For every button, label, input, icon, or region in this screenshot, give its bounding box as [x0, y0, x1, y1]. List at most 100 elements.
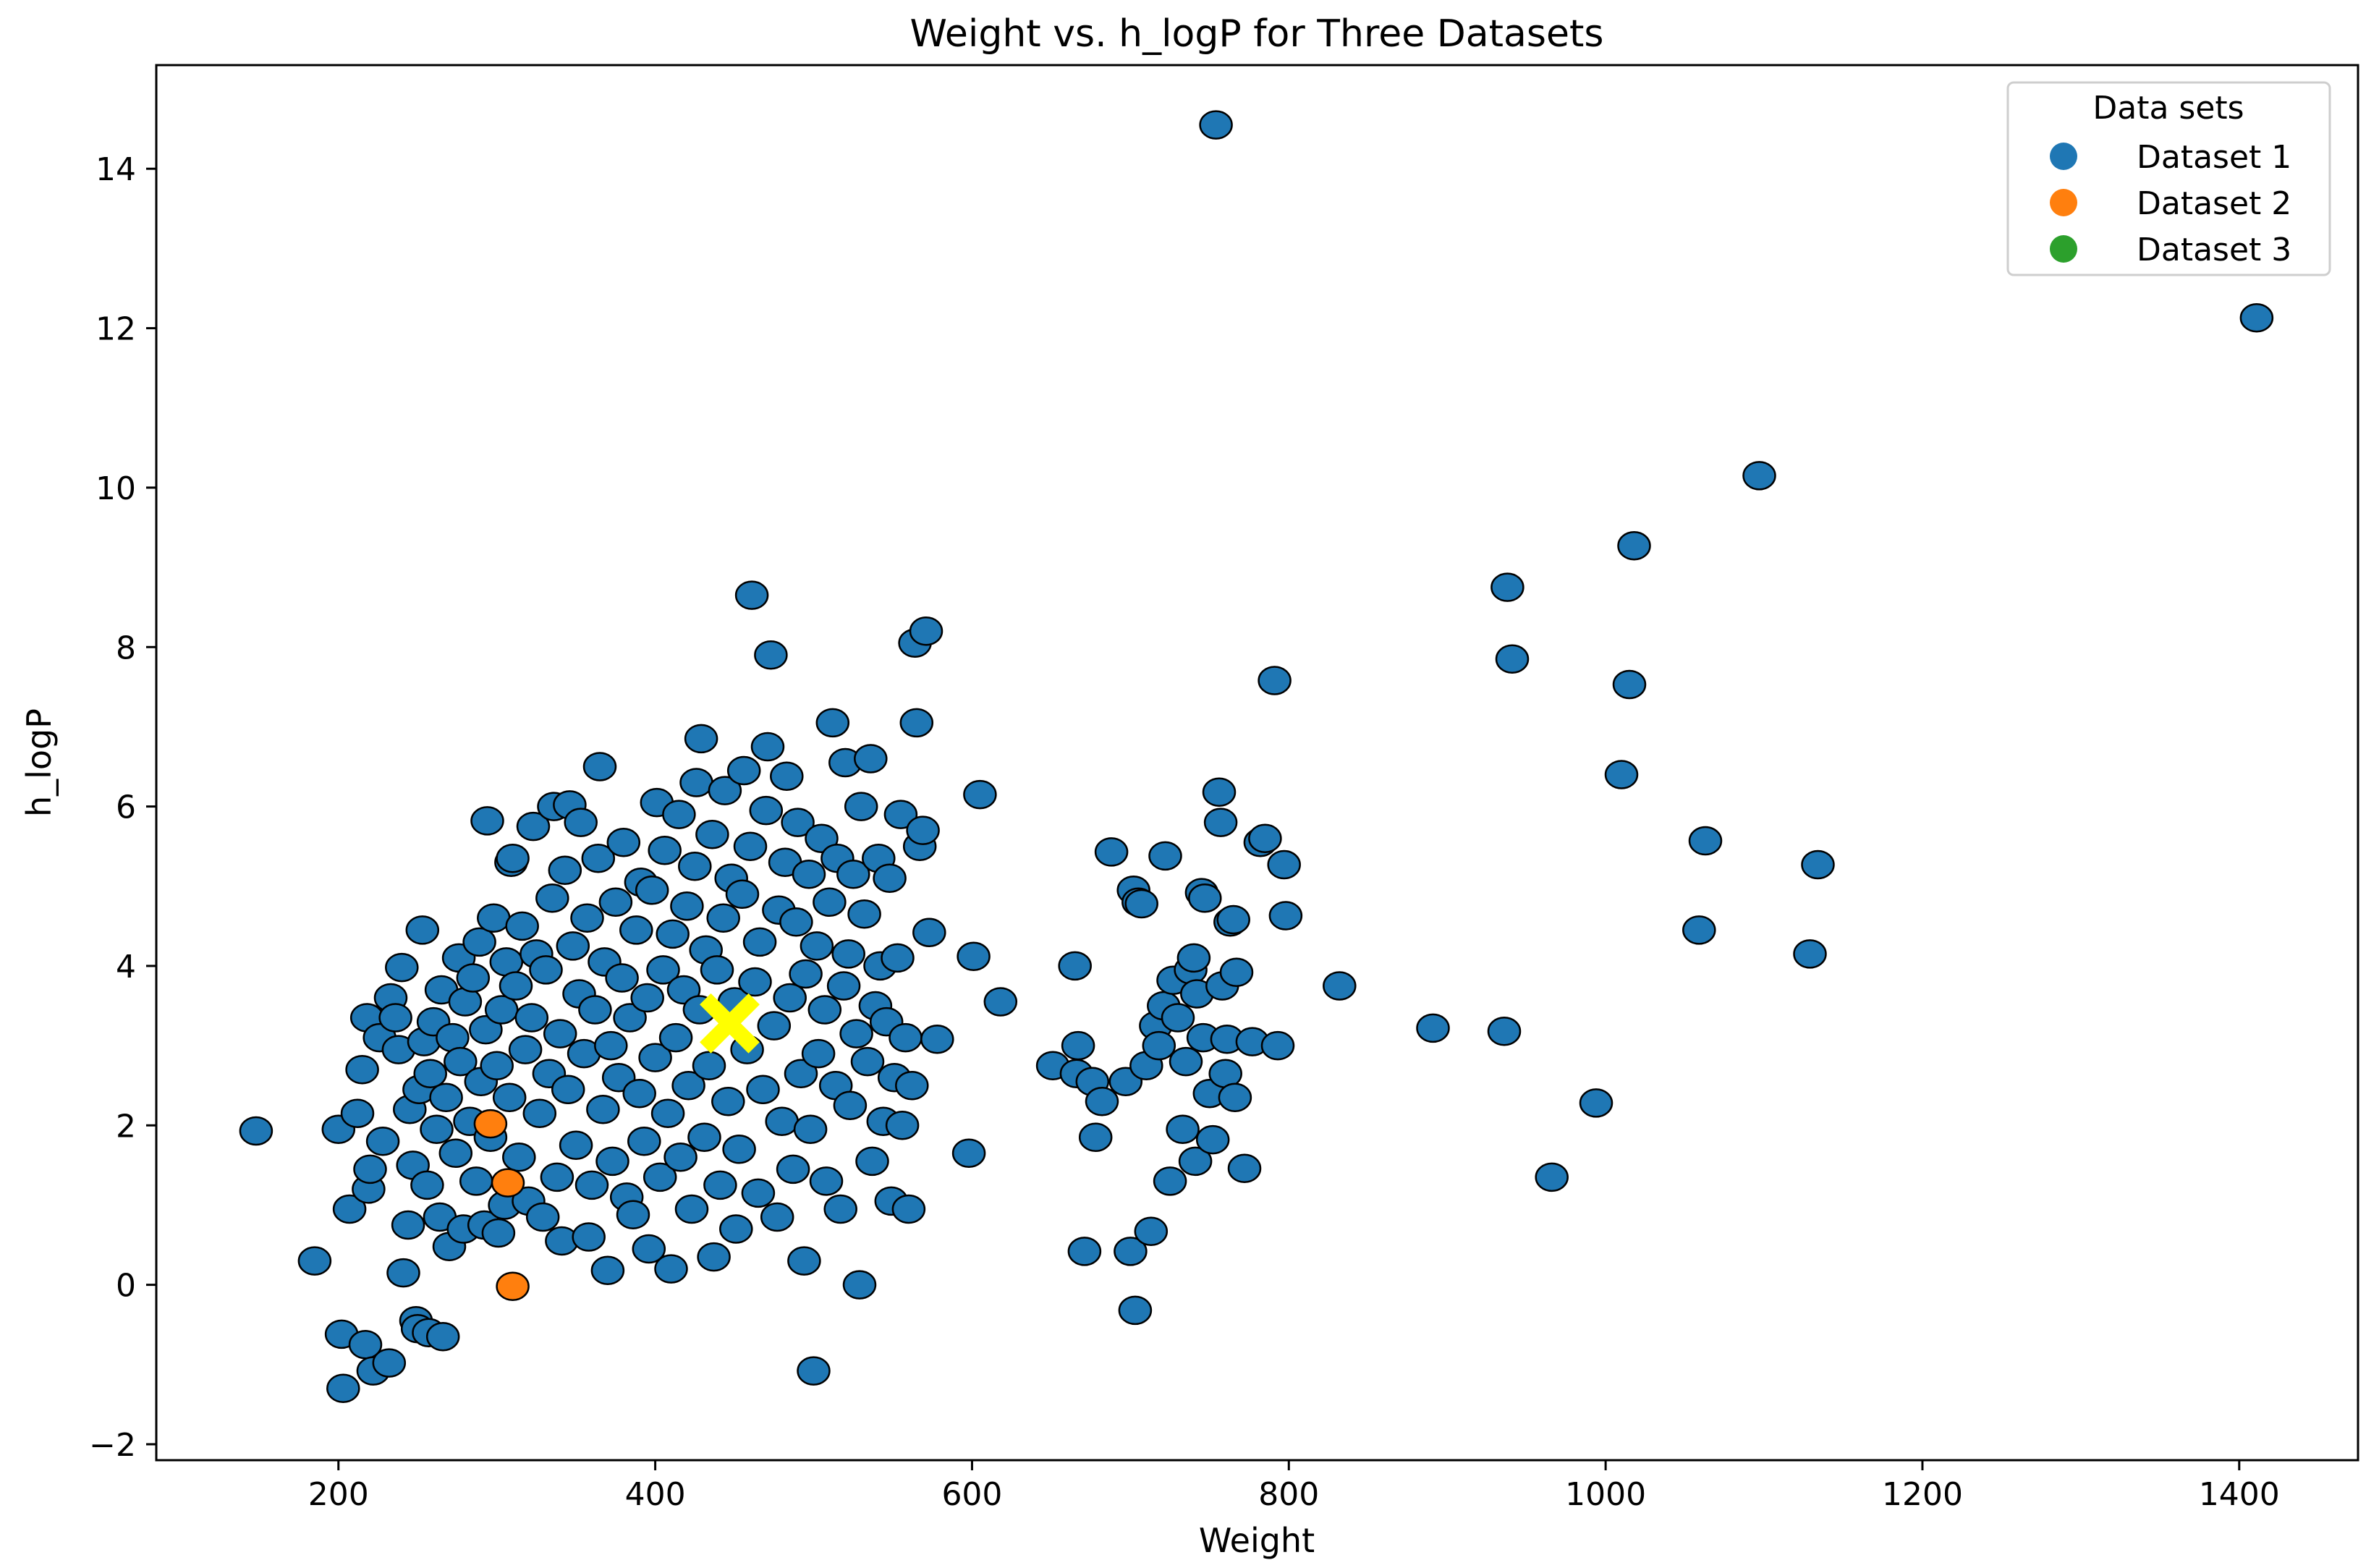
highlight-x-marker: [700, 993, 760, 1054]
series-1-point-51: [469, 1014, 503, 1045]
series-1-point-228: [1085, 1086, 1119, 1116]
series-1-point-89: [572, 1222, 606, 1252]
series-1-point-63: [499, 971, 533, 1001]
series-1-point-66: [508, 1035, 543, 1064]
series-1-point-194: [854, 744, 888, 774]
series-1-point-31: [413, 1059, 447, 1088]
series-1-point-17: [378, 1003, 412, 1033]
series-1-point-222: [1058, 951, 1092, 981]
series-1-point-289: [2239, 302, 2274, 333]
series-1-point-4: [326, 1373, 360, 1404]
y-tick-label: 2: [116, 1108, 136, 1145]
series-1-point-71: [522, 1098, 557, 1129]
series-1-point-249: [1178, 1146, 1213, 1177]
series-1-point-189: [839, 1019, 873, 1048]
series-1-point-277: [1490, 572, 1524, 602]
series-1-point-11: [353, 1154, 387, 1185]
series-1-point-93: [582, 752, 617, 781]
chart-title: Weight vs. h_logP for Three Datasets: [910, 12, 1604, 56]
series-1-point-245: [1166, 1114, 1200, 1145]
series-1-point-253: [1188, 883, 1222, 913]
series-1-point-235: [1124, 889, 1158, 919]
series-1-point-15: [372, 1348, 407, 1378]
series-1-point-275: [1416, 1013, 1450, 1043]
series-1-point-94: [586, 1094, 620, 1124]
series-1-point-191: [844, 792, 878, 821]
series-1-point-224: [1061, 1030, 1095, 1061]
series-1-point-19: [385, 952, 419, 983]
x-tick-label: 1200: [1882, 1476, 1963, 1513]
series-1-point-0: [239, 1116, 273, 1146]
series-1-point-52: [470, 806, 504, 836]
series-1-point-263: [1216, 904, 1250, 935]
series-1-point-131: [684, 724, 718, 754]
series-1-point-123: [663, 1143, 697, 1172]
series-1-point-68: [514, 1003, 549, 1033]
series-1-point-132: [687, 1122, 721, 1153]
series-1-point-111: [632, 1234, 666, 1264]
series-1-point-47: [459, 1166, 493, 1196]
series-1-point-282: [1612, 669, 1647, 700]
series-1-point-86: [564, 808, 598, 837]
series-1-point-172: [793, 1114, 828, 1145]
series-1-point-112: [635, 876, 669, 905]
series-1-point-270: [1258, 666, 1292, 695]
series-1-point-55: [480, 1051, 514, 1080]
series-1-point-150: [734, 580, 769, 610]
series-1-point-105: [616, 1200, 650, 1229]
series-1-point-276: [1487, 1017, 1522, 1046]
series-1-point-233: [1118, 1295, 1153, 1326]
series-1-point-120: [656, 919, 690, 949]
series-1-point-128: [678, 851, 712, 881]
x-tick-label: 1400: [2199, 1476, 2280, 1513]
series-1-point-106: [619, 915, 653, 945]
series-1-point-186: [831, 939, 865, 969]
y-tick-label: 0: [116, 1268, 136, 1305]
series-1-point-37: [429, 1082, 463, 1112]
series-1-point-151: [738, 967, 772, 997]
series-1-point-42: [444, 1046, 478, 1077]
series-1-point-237: [1134, 1216, 1169, 1247]
y-tick-label: −2: [89, 1427, 136, 1464]
series-1-point-184: [826, 971, 861, 1001]
series-1-point-54: [477, 903, 511, 933]
series-1-point-266: [1227, 1153, 1262, 1184]
series-1-point-211: [899, 708, 934, 738]
series-1-point-60: [492, 1082, 527, 1112]
series-1-point-20: [386, 1258, 420, 1288]
series-1-point-241: [1148, 841, 1182, 871]
series-1-point-127: [674, 1194, 709, 1224]
points-layer: [239, 110, 2274, 1404]
series-1-point-117: [648, 835, 682, 865]
series-1-point-284: [1682, 915, 1716, 945]
series-1-point-119: [654, 1254, 688, 1284]
series-1-point-99: [598, 887, 633, 918]
series-1-point-218: [957, 941, 991, 971]
series-1-point-278: [1495, 644, 1530, 674]
series-1-point-83: [556, 931, 590, 961]
x-tick-label: 1000: [1565, 1476, 1646, 1513]
series-1-point-153: [742, 927, 777, 957]
series-1-point-272: [1267, 849, 1301, 880]
series-1-point-213: [906, 815, 940, 845]
series-1-point-113: [638, 1043, 672, 1072]
y-axis-label: h_logP: [20, 708, 59, 817]
series-1-point-147: [726, 755, 761, 786]
series-2-point-0: [473, 1109, 508, 1139]
series-1-point-280: [1579, 1088, 1613, 1118]
series-1-point-178: [809, 1166, 844, 1196]
series-1-point-75: [535, 883, 569, 913]
y-tick-label: 6: [116, 789, 136, 826]
series-1-point-180: [815, 708, 850, 738]
series-1-point-193: [850, 1046, 885, 1077]
series-1-point-279: [1535, 1162, 1569, 1192]
series-1-point-175: [801, 1038, 836, 1069]
series-1-point-274: [1323, 971, 1357, 1001]
series-1-point-84: [559, 1130, 593, 1161]
series-1-point-140: [708, 776, 742, 805]
series-1-point-242: [1153, 1166, 1187, 1196]
series-1-point-204: [881, 943, 915, 973]
series-1-point-125: [670, 891, 704, 921]
series-1-point-208: [891, 1194, 926, 1224]
